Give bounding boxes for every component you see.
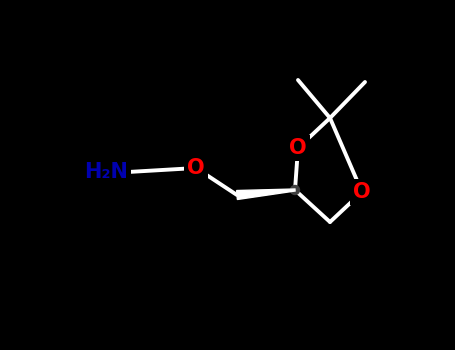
- Circle shape: [290, 186, 299, 195]
- Text: O: O: [187, 158, 205, 178]
- Text: H: H: [111, 162, 128, 182]
- Text: H₂N: H₂N: [84, 162, 128, 182]
- Text: O: O: [289, 138, 307, 158]
- Text: O: O: [353, 182, 371, 202]
- Polygon shape: [237, 189, 295, 199]
